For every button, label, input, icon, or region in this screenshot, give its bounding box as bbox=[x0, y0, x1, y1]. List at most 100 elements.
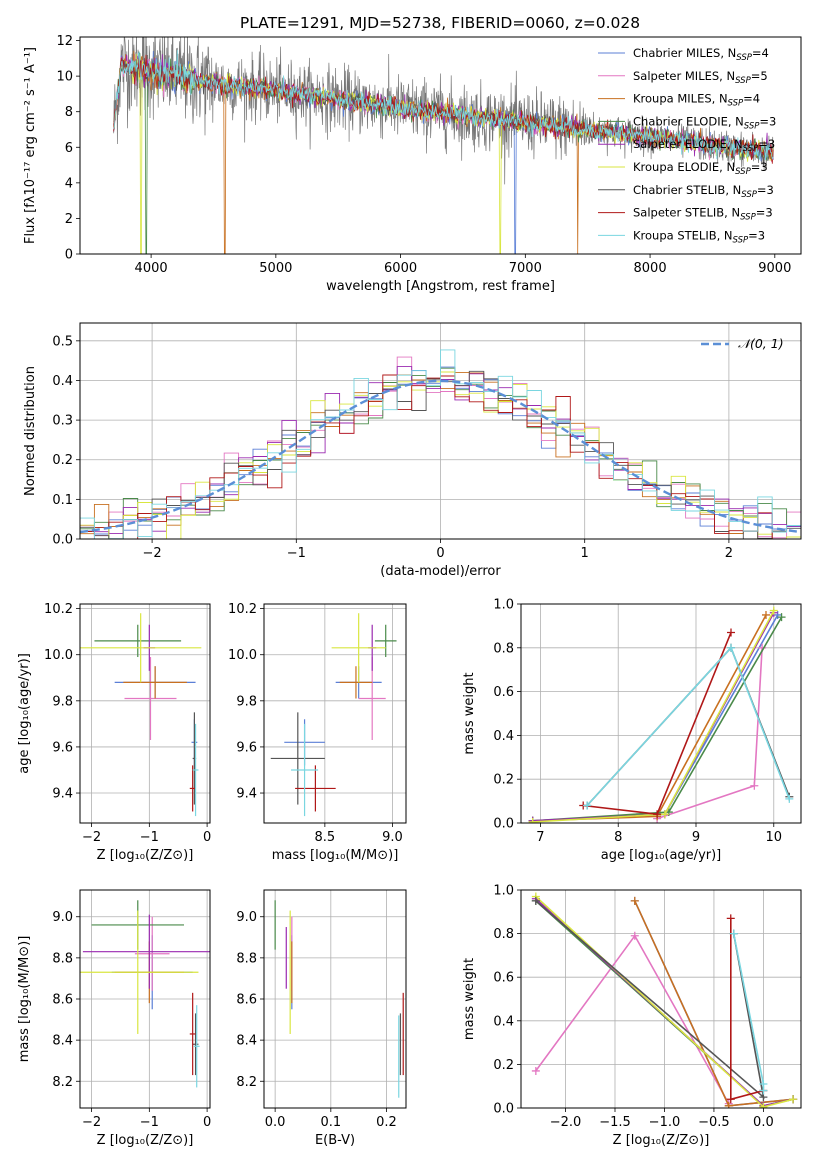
weight-marker bbox=[729, 929, 738, 938]
weight-line bbox=[732, 933, 765, 1091]
y-tick-label: 8.8 bbox=[236, 951, 257, 966]
weight-marker bbox=[528, 817, 537, 823]
y-tick-label: 0.2 bbox=[52, 453, 73, 468]
mass_vs_Z-frame bbox=[79, 889, 211, 1109]
y-tick-label: 10.2 bbox=[228, 602, 257, 617]
weight-marker bbox=[531, 896, 540, 905]
y-axis-label: mass weight bbox=[462, 958, 477, 1040]
x-axis-label: E(B-V) bbox=[315, 1133, 355, 1148]
y-tick-label: 9.8 bbox=[52, 694, 73, 709]
weight-line bbox=[532, 610, 775, 823]
y-tick-label: 0 bbox=[65, 248, 73, 263]
x-tick-label: 5000 bbox=[259, 261, 292, 276]
weight-marker bbox=[653, 810, 662, 819]
age_vs_mass-frame bbox=[263, 603, 407, 824]
weight-line bbox=[532, 612, 775, 822]
y-tick-label: 8.4 bbox=[52, 1034, 73, 1049]
x-tick-label: 9 bbox=[692, 830, 700, 845]
x-tick-label: 0 bbox=[436, 546, 444, 561]
x-tick-label: −1 bbox=[140, 830, 159, 845]
legend-label: Salpeter STELIB, NSSP=3 bbox=[633, 206, 773, 223]
weight_vs_Z-frame bbox=[520, 889, 802, 1109]
x-tick-label: 2 bbox=[725, 546, 733, 561]
weight-line bbox=[535, 900, 765, 1100]
age_vs_mass-axes: 8.5 9.0 9.4 9.6 9.8 10.0 10.2 mass [log₁₀(M/M⊙)… bbox=[228, 602, 407, 863]
y-tick-label: 10.0 bbox=[44, 648, 73, 663]
x-tick-label: 9000 bbox=[758, 261, 791, 276]
x-tick-label: −1.0 bbox=[649, 1115, 681, 1130]
legend-label: Chabrier STELIB, NSSP=3 bbox=[633, 183, 774, 200]
y-tick-label: 8.2 bbox=[236, 1075, 257, 1090]
y-tick-label: 8.6 bbox=[52, 993, 73, 1008]
x-tick-label: −1 bbox=[287, 546, 306, 561]
x-tick-label: −2.0 bbox=[550, 1115, 582, 1130]
x-tick-label: 0 bbox=[203, 1115, 211, 1130]
residuals-axes: −2 −1 0 1 2 0.0 0.1 0.2 0.3 0.4 0.5 (data-model)/er… bbox=[23, 322, 802, 579]
y-tick-label: 4 bbox=[65, 176, 73, 191]
spectrum-axes: 4000 5000 6000 7000 8000 9000 0 2 4 6 8 10 12 wavelen… bbox=[23, 34, 802, 294]
residual-histogram bbox=[80, 349, 801, 539]
x-tick-label: 10 bbox=[766, 830, 783, 845]
x-axis-label: Z [log₁₀(Z/Z⊙)] bbox=[97, 848, 194, 863]
x-tick-label: −2 bbox=[82, 1115, 101, 1130]
y-tick-label: 0.4 bbox=[52, 374, 73, 389]
y-tick-label: 8.4 bbox=[236, 1034, 257, 1049]
residuals-frame bbox=[79, 322, 802, 540]
weight-marker bbox=[727, 628, 735, 637]
x-axis-label: (data-model)/error bbox=[380, 564, 501, 579]
legend-label: Salpeter ELODIE, NSSP=3 bbox=[633, 137, 775, 154]
weight-marker bbox=[630, 896, 639, 905]
age_vs_Z-plot bbox=[80, 613, 202, 817]
mass_vs_Z-plot bbox=[80, 900, 210, 1088]
weight_vs_age-frame bbox=[520, 603, 802, 824]
x-tick-label: −0.5 bbox=[698, 1115, 730, 1130]
age_vs_mass-plot bbox=[270, 613, 397, 817]
legend-label: Kroupa STELIB, NSSP=3 bbox=[633, 228, 765, 245]
weight-marker bbox=[724, 1101, 733, 1108]
y-tick-label: 9.4 bbox=[236, 787, 257, 802]
x-tick-label: 4000 bbox=[135, 261, 168, 276]
weight_vs_age-plot bbox=[528, 606, 794, 823]
y-axis-label: mass [log₁₀(M/M⊙)] bbox=[17, 936, 32, 1063]
x-tick-label: −2 bbox=[143, 546, 162, 561]
y-tick-label: 10.2 bbox=[44, 602, 73, 617]
x-axis-label: wavelength [Angstrom, rest frame] bbox=[326, 279, 555, 294]
spectrum-frame bbox=[79, 36, 802, 255]
legend-label: Chabrier ELODIE, NSSP=3 bbox=[633, 114, 776, 131]
weight-marker bbox=[726, 1095, 735, 1104]
weight_vs_Z-plot bbox=[531, 892, 798, 1108]
y-tick-label: 9.6 bbox=[236, 740, 257, 755]
weight-marker bbox=[726, 914, 735, 923]
y-tick-label: 9.4 bbox=[52, 787, 73, 802]
legend-label: 𝒩(0, 1) bbox=[738, 336, 784, 351]
y-tick-label: 0.8 bbox=[493, 927, 514, 942]
y-tick-label: 8.2 bbox=[52, 1075, 73, 1090]
y-tick-label: 0.0 bbox=[493, 817, 514, 832]
x-axis-label: mass [log₁₀(M/M⊙)] bbox=[272, 848, 399, 863]
y-tick-label: 1.0 bbox=[493, 884, 514, 899]
y-tick-label: 9.8 bbox=[236, 694, 257, 709]
x-tick-label: 7 bbox=[536, 830, 544, 845]
y-tick-label: 2 bbox=[65, 212, 73, 227]
weight-marker bbox=[727, 643, 735, 652]
x-tick-label: 9.0 bbox=[382, 830, 403, 845]
y-tick-label: 0.1 bbox=[52, 493, 73, 508]
weight_vs_age-axes: 7 8 9 10 0.0 0.2 0.4 0.6 0.8 1.0 age [log₁₀(age/yr… bbox=[462, 598, 802, 863]
legend-label: Chabrier MILES, NSSP=4 bbox=[633, 46, 769, 63]
weight-marker bbox=[660, 810, 669, 819]
x-tick-label: 1 bbox=[581, 546, 589, 561]
weight-marker bbox=[531, 1066, 540, 1075]
legend-label: Kroupa ELODIE, NSSP=3 bbox=[633, 160, 768, 177]
x-axis-label: Z [log₁₀(Z/Z⊙)] bbox=[613, 1133, 710, 1148]
y-axis-label: age [log₁₀(age/yr)] bbox=[17, 653, 32, 774]
weight-line bbox=[583, 632, 732, 816]
figure-title: PLATE=1291, MJD=52738, FIBERID=0060, z=0… bbox=[240, 14, 640, 32]
weight-marker bbox=[785, 794, 794, 803]
residual-histogram bbox=[80, 356, 801, 539]
x-tick-label: −1 bbox=[140, 1115, 159, 1130]
y-tick-label: 10 bbox=[56, 70, 73, 85]
mass_vs_ebv-frame bbox=[263, 889, 407, 1109]
x-tick-label: −2 bbox=[82, 830, 101, 845]
spectrum-legend: Chabrier MILES, NSSP=4 Salpeter MILES, NS… bbox=[598, 46, 776, 245]
